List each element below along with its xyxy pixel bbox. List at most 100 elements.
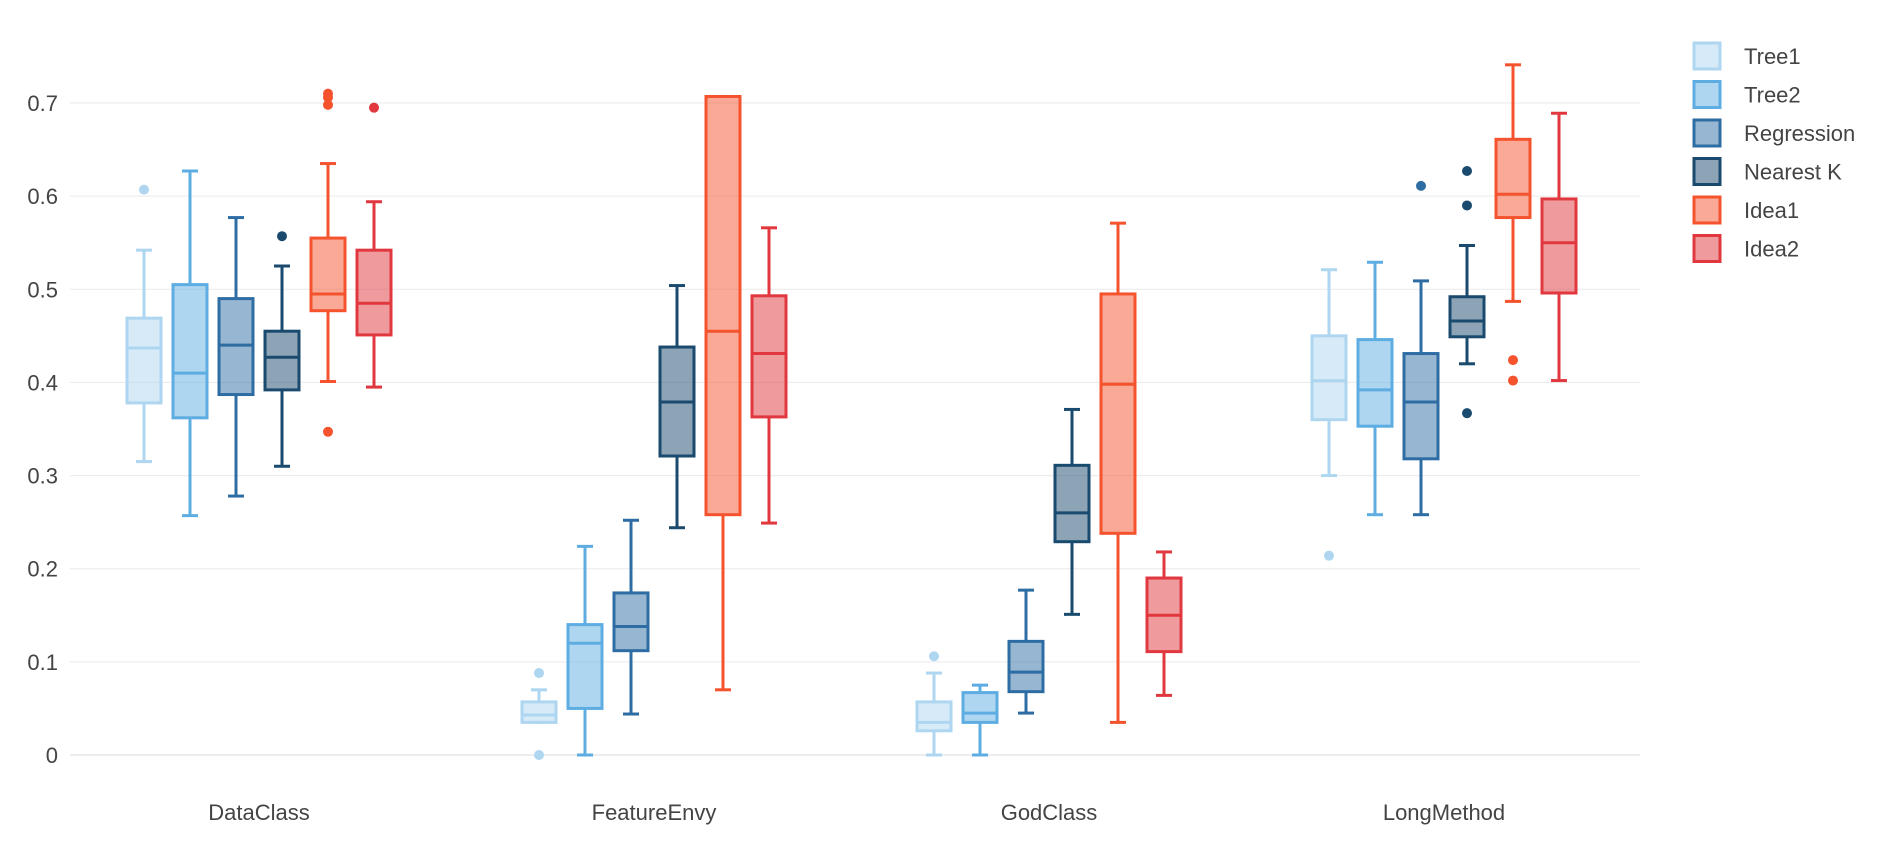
box-body — [915, 700, 953, 733]
series-regression — [217, 180, 1440, 716]
box-body — [1099, 292, 1137, 535]
box-body — [1007, 639, 1045, 694]
outlier-point — [1462, 200, 1472, 211]
outlier-point — [929, 651, 939, 662]
box[interactable] — [915, 651, 953, 757]
legend-label: Idea2 — [1744, 237, 1799, 262]
x-tick-label: FeatureEnvy — [592, 800, 717, 825]
box-body — [520, 700, 558, 724]
legend-item[interactable]: Nearest K — [1692, 157, 1842, 186]
outlier-point — [323, 92, 333, 103]
box-body — [566, 623, 604, 710]
legend-item[interactable]: Regression — [1692, 118, 1855, 148]
box-body — [704, 94, 742, 517]
box-body — [1448, 295, 1486, 339]
outlier-point — [277, 231, 287, 242]
outlier-point — [1416, 180, 1426, 191]
outlier-point — [369, 102, 379, 113]
legend-label: Tree2 — [1744, 83, 1801, 108]
box[interactable] — [217, 216, 255, 498]
legend-label: Regression — [1744, 121, 1855, 146]
outlier-point — [1508, 355, 1518, 366]
plot-area — [125, 63, 1578, 760]
legend-swatch — [1692, 157, 1722, 186]
box[interactable] — [961, 683, 999, 757]
box[interactable] — [355, 102, 393, 389]
outlier-point — [1508, 375, 1518, 386]
box-body — [750, 294, 788, 419]
outlier-point — [323, 426, 333, 437]
box-body — [1540, 197, 1578, 295]
y-tick-label: 0 — [46, 743, 58, 768]
box[interactable] — [1540, 111, 1578, 383]
box[interactable] — [520, 668, 558, 760]
box[interactable] — [171, 169, 209, 518]
outlier-point — [1462, 165, 1472, 176]
series-tree2 — [171, 169, 1394, 757]
box[interactable] — [1310, 268, 1348, 561]
series-idea1 — [309, 63, 1532, 724]
legend-swatch — [1692, 234, 1722, 263]
box[interactable] — [1494, 63, 1532, 386]
legend-swatch — [1692, 41, 1722, 71]
series-tree1 — [125, 184, 1348, 760]
outlier-point — [534, 668, 544, 679]
x-tick-label: LongMethod — [1383, 800, 1505, 825]
box-body — [1053, 463, 1091, 544]
legend[interactable]: Tree1 Tree2 Regression Nearest K Idea1 Idea2 — [1692, 41, 1855, 263]
x-tick-label: DataClass — [208, 800, 309, 825]
box[interactable] — [1099, 221, 1137, 724]
box[interactable] — [1402, 180, 1440, 517]
box[interactable] — [704, 94, 742, 692]
box[interactable] — [566, 544, 604, 757]
outlier-point — [323, 99, 333, 110]
box-body — [1402, 352, 1440, 461]
legend-label: Nearest K — [1744, 160, 1842, 185]
box[interactable] — [1007, 588, 1045, 715]
y-tick-label: 0.2 — [27, 557, 58, 582]
box-body — [1494, 137, 1532, 220]
y-axis: 0 0.1 0.2 0.3 0.4 0.5 0.6 0.7 — [27, 91, 58, 768]
box[interactable] — [1448, 165, 1486, 419]
box-body — [355, 248, 393, 337]
legend-label: Tree1 — [1744, 44, 1801, 69]
box-body — [171, 283, 209, 420]
box[interactable] — [658, 284, 696, 530]
y-tick-label: 0.5 — [27, 277, 58, 302]
y-tick-label: 0.3 — [27, 464, 58, 489]
x-tick-label: GodClass — [1001, 800, 1098, 825]
box[interactable] — [1145, 550, 1183, 697]
y-tick-label: 0.7 — [27, 91, 58, 116]
box-body — [961, 691, 999, 724]
legend-swatch — [1692, 195, 1722, 225]
outlier-point — [534, 750, 544, 760]
box[interactable] — [309, 88, 347, 437]
box-body — [1310, 334, 1348, 422]
outlier-point — [139, 184, 149, 195]
box[interactable] — [263, 231, 301, 468]
series-idea2 — [355, 102, 1578, 697]
legend-item[interactable]: Tree1 — [1692, 41, 1801, 71]
series-nearest-k — [263, 165, 1486, 616]
legend-item[interactable]: Idea2 — [1692, 234, 1799, 263]
legend-swatch — [1692, 118, 1722, 148]
outlier-point — [1324, 550, 1334, 561]
box[interactable] — [750, 226, 788, 525]
legend-item[interactable]: Tree2 — [1692, 80, 1801, 109]
box[interactable] — [125, 184, 163, 464]
y-tick-label: 0.4 — [27, 370, 58, 395]
box[interactable] — [1053, 407, 1091, 616]
legend-item[interactable]: Idea1 — [1692, 195, 1799, 225]
box-body — [263, 329, 301, 392]
x-axis: DataClass FeatureEnvy GodClass LongMethod — [208, 800, 1505, 825]
box[interactable] — [612, 518, 650, 716]
y-tick-label: 0.6 — [27, 184, 58, 209]
box-body — [612, 591, 650, 653]
outlier-point — [1462, 408, 1472, 419]
box[interactable] — [1356, 260, 1394, 517]
box-body — [1356, 338, 1394, 428]
legend-swatch — [1692, 80, 1722, 109]
box-body — [309, 236, 347, 313]
y-tick-label: 0.1 — [27, 650, 58, 675]
